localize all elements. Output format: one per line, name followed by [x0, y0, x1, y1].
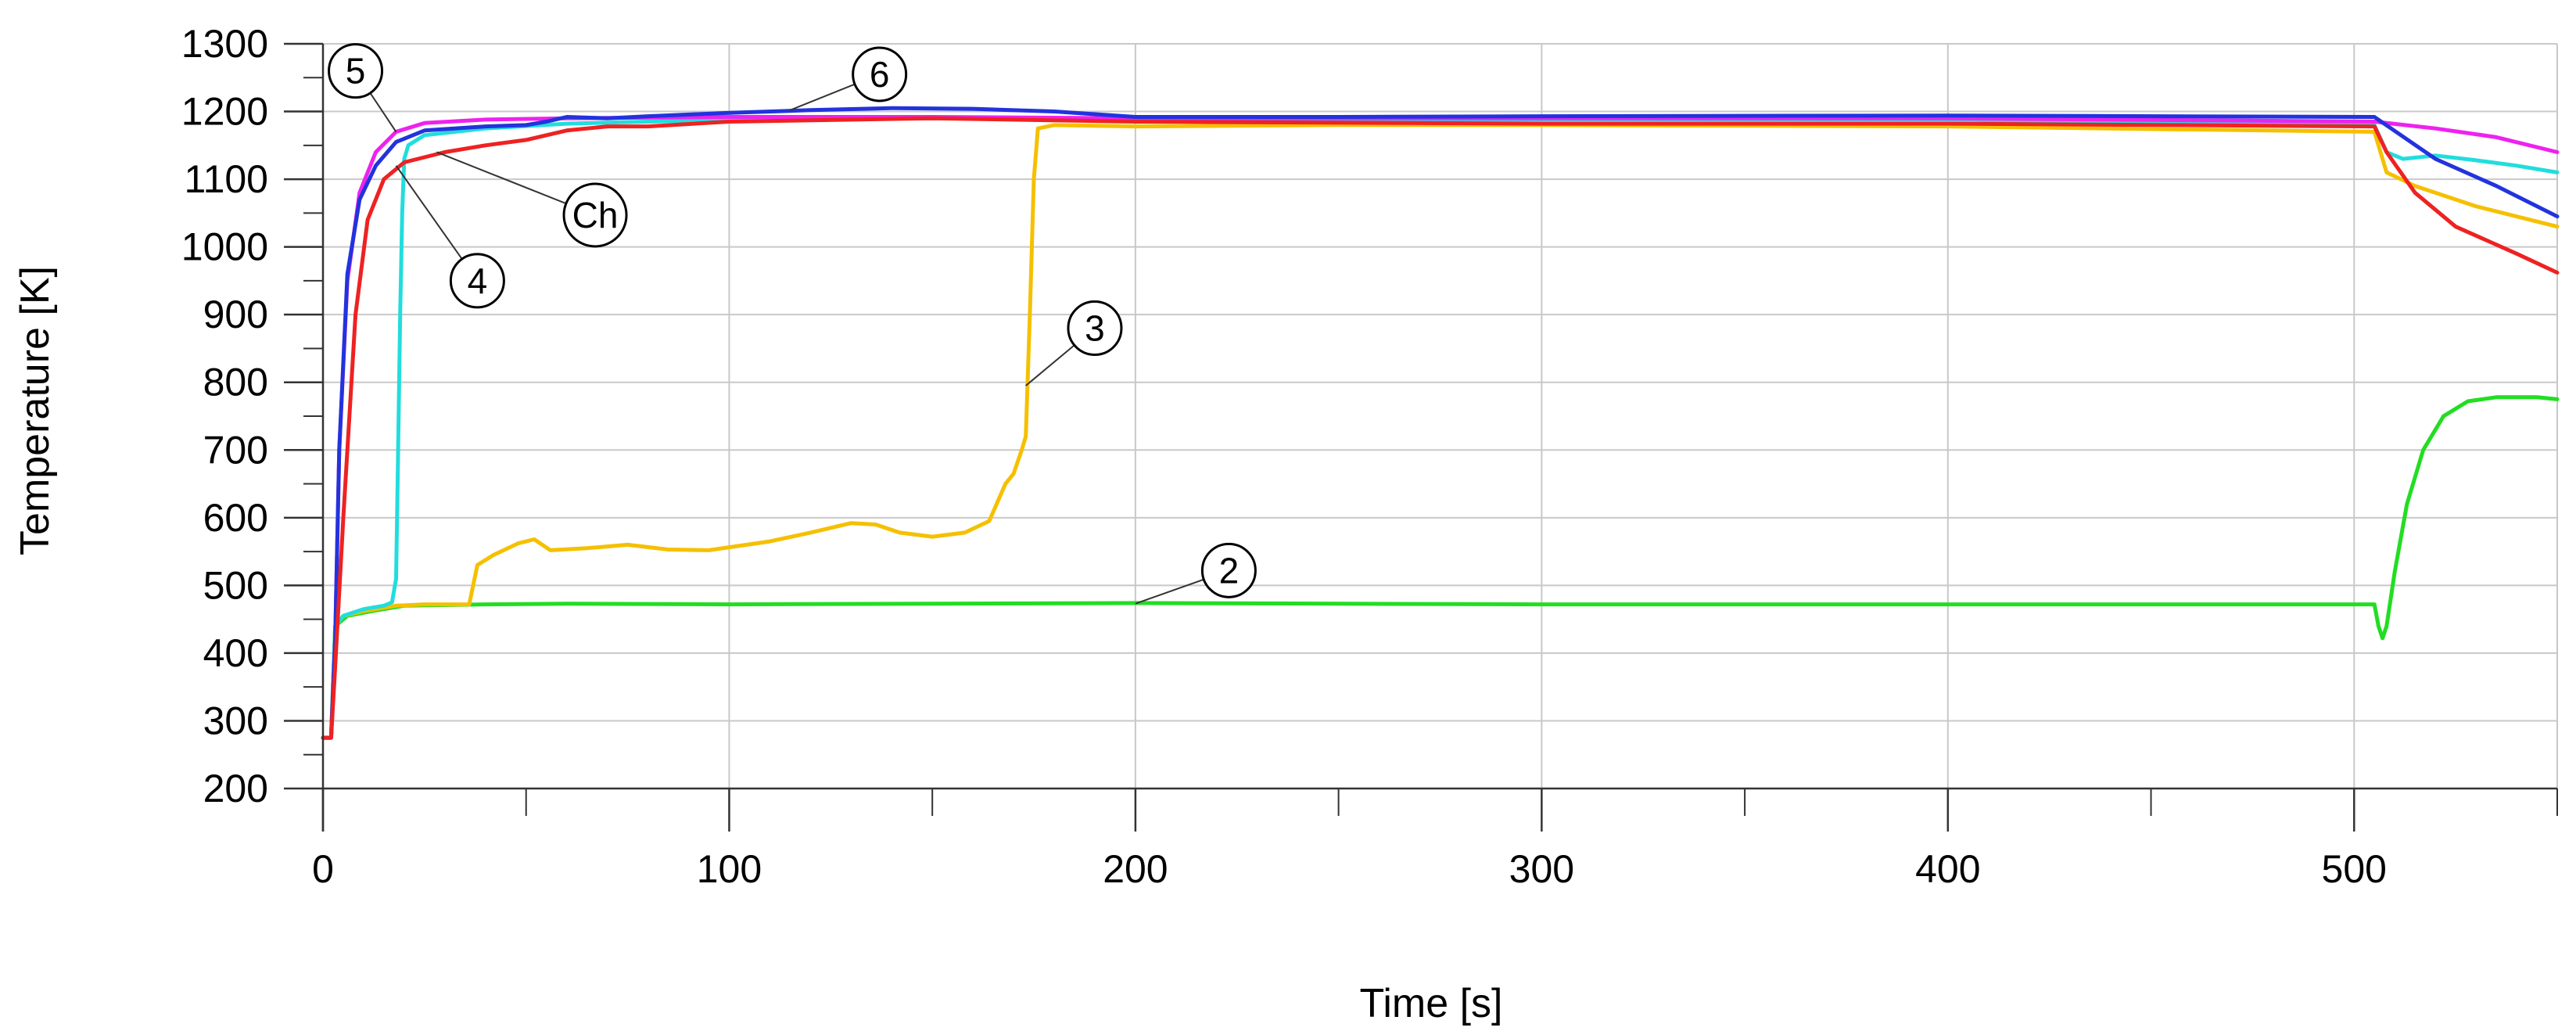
y-tick-label: 700 — [203, 428, 268, 472]
x-tick-label: 200 — [1103, 847, 1168, 891]
y-tick-label: 800 — [203, 361, 268, 404]
y-tick-label: 900 — [203, 293, 268, 336]
callout-circle — [449, 253, 505, 309]
y-tick-label: 1200 — [181, 90, 268, 134]
series-line-ch — [321, 116, 2560, 740]
y-tick-label: 200 — [203, 767, 268, 810]
callout-circle — [1200, 542, 1257, 598]
x-tick-label: 400 — [1915, 847, 1980, 891]
y-tick-label: 1000 — [181, 225, 268, 269]
series-line-2 — [321, 395, 2560, 740]
x-tick-label: 100 — [697, 847, 762, 891]
series-line-4 — [321, 116, 2560, 740]
y-tick-label: 300 — [203, 699, 268, 742]
grid — [323, 43, 2558, 789]
y-tick-label: 400 — [203, 631, 268, 675]
x-tick-label: 300 — [1509, 847, 1574, 891]
x-tick-label: 0 — [312, 847, 334, 891]
series-line-6 — [321, 106, 2560, 740]
callout-circle — [328, 43, 384, 99]
callout-circle — [852, 46, 908, 102]
y-axis-title: Temperature [K] — [13, 266, 58, 555]
callout-circle — [1067, 300, 1123, 356]
callout-label: 5 — [346, 51, 366, 92]
y-tick-label: 1300 — [181, 22, 268, 66]
series-lines — [321, 106, 2560, 740]
callout-circle — [562, 182, 628, 248]
callouts: 2 3 4 5 6 Ch — [328, 43, 1257, 605]
callout-label: 4 — [468, 260, 488, 301]
callout-label: 6 — [870, 54, 890, 95]
callout-label: 2 — [1219, 550, 1240, 591]
callout-label: 3 — [1085, 307, 1105, 348]
axes: 2003004005006007008009001000110012001300… — [181, 22, 2558, 891]
y-tick-label: 600 — [203, 496, 268, 540]
series-line-5 — [321, 115, 2560, 740]
series-line-3 — [321, 123, 2560, 740]
y-tick-label: 500 — [203, 563, 268, 607]
x-axis-title: Time [s] — [1360, 981, 1503, 1026]
callout-label: Ch — [572, 195, 619, 235]
x-tick-label: 500 — [2322, 847, 2387, 891]
y-tick-label: 1100 — [184, 157, 268, 201]
